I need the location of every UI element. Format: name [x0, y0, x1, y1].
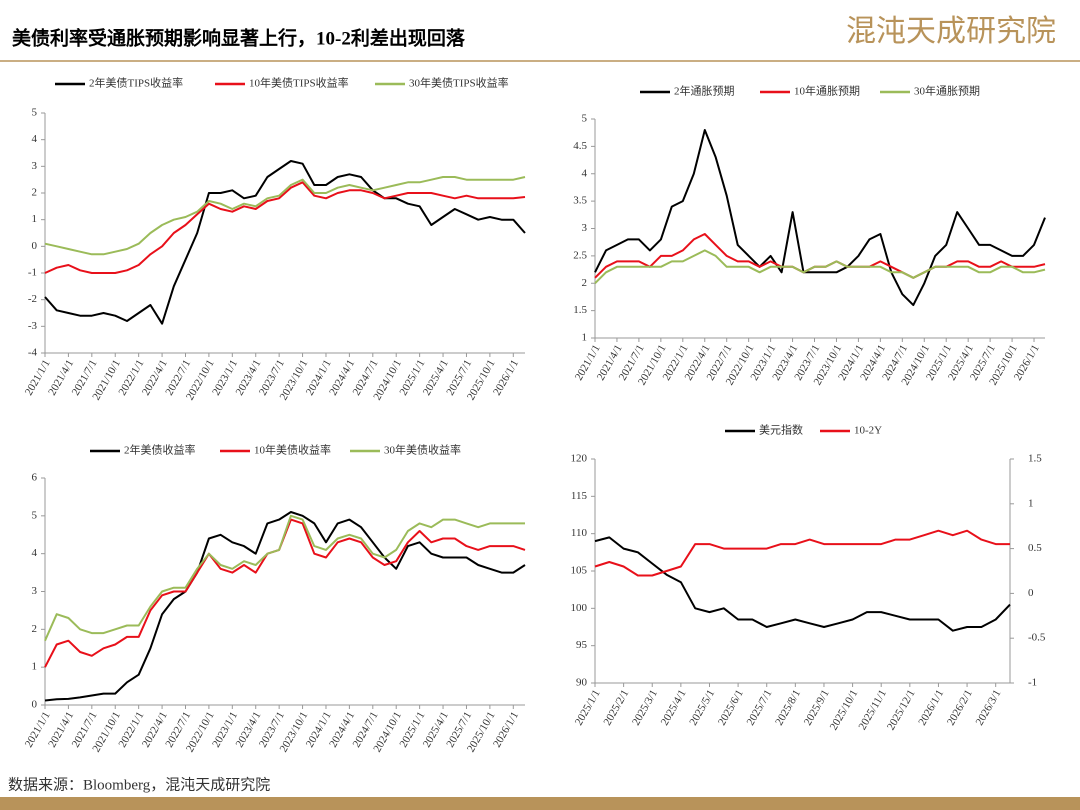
- x-tick-label: 2026/1/1: [916, 688, 946, 728]
- y-tick-label: 3: [32, 585, 38, 597]
- y-tick-label: 4: [32, 133, 38, 145]
- y-tick-label: 5: [32, 509, 38, 521]
- y2-tick-label: 0: [1028, 587, 1034, 599]
- x-tick-label: 2025/5/1: [687, 688, 717, 728]
- series-line: [44, 514, 525, 642]
- y-tick-label: 1: [32, 661, 38, 673]
- y-tick-label: 0: [32, 240, 38, 252]
- legend-label: 10年通胀预期: [794, 84, 860, 98]
- legend-label: 美元指数: [759, 423, 803, 437]
- y-tick-label: 6: [32, 472, 38, 484]
- x-tick-label: 2025/9/1: [802, 688, 832, 728]
- series-line: [44, 518, 526, 668]
- legend-label: 30年美债收益率: [384, 443, 461, 457]
- x-tick-label: 2025/2/1: [601, 688, 631, 728]
- y2-tick-label: 1.5: [1028, 453, 1042, 465]
- y-tick-label: 115: [571, 490, 588, 502]
- y-tick-label: 95: [576, 639, 588, 651]
- y-tick-label: 5: [32, 107, 38, 119]
- y-tick-label: 4: [32, 547, 38, 559]
- y-tick-label: 90: [576, 677, 588, 689]
- x-tick-label: 2025/3/1: [630, 688, 660, 728]
- y2-tick-label: -1: [1028, 677, 1037, 689]
- series-line: [594, 529, 1010, 577]
- y-tick-label: 3.5: [573, 195, 587, 207]
- legend-label: 10-2Y: [854, 425, 882, 437]
- legend-label: 2年美债收益率: [124, 443, 196, 457]
- y-tick-label: -1: [28, 267, 37, 279]
- x-tick-label: 2025/12/1: [885, 688, 918, 733]
- series-line: [44, 511, 526, 702]
- y-tick-label: 110: [571, 527, 588, 539]
- y-tick-label: 3: [32, 160, 38, 172]
- y-tick-label: 3: [582, 222, 588, 234]
- y-tick-label: -3: [28, 320, 38, 332]
- y-tick-label: 4.5: [573, 140, 587, 152]
- y-tick-label: 0: [32, 699, 38, 711]
- legend-label: 2年通胀预期: [674, 84, 735, 98]
- y-tick-label: 2: [582, 277, 588, 289]
- x-tick-label: 2025/1/1: [573, 688, 603, 728]
- y-tick-label: 1: [32, 213, 38, 225]
- series-line: [594, 536, 1011, 632]
- x-tick-label: 2025/4/1: [659, 688, 689, 728]
- y-tick-label: 4: [582, 167, 588, 179]
- y-tick-label: 1.5: [573, 304, 587, 316]
- y-tick-label: 105: [571, 565, 588, 577]
- y-tick-label: 2: [32, 623, 38, 635]
- source-note: 数据来源：Bloomberg，混沌天成研究院: [8, 775, 270, 793]
- series-line: [594, 249, 1046, 285]
- x-tick-label: 2026/3/1: [974, 688, 1004, 728]
- footer-bar: [0, 797, 1080, 810]
- y-tick-label: 100: [571, 602, 588, 614]
- logo: 混沌天成研究院: [846, 15, 1056, 48]
- x-tick-label: 2025/10/1: [828, 688, 861, 733]
- y2-tick-label: 0.5: [1028, 542, 1042, 554]
- x-tick-label: 2025/6/1: [716, 688, 746, 728]
- y-tick-label: 2.5: [573, 249, 587, 261]
- x-tick-label: 2026/2/1: [945, 688, 975, 728]
- x-tick-label: 2025/7/1: [745, 688, 775, 728]
- legend-label: 10年美债TIPS收益率: [249, 76, 349, 90]
- y-tick-label: -4: [28, 347, 38, 359]
- legend-label: 10年美债收益率: [254, 443, 331, 457]
- legend-label: 30年通胀预期: [914, 84, 980, 98]
- legend-label: 2年美债TIPS收益率: [89, 76, 183, 90]
- legend-label: 30年美债TIPS收益率: [409, 76, 509, 90]
- y-tick-label: 1: [582, 332, 588, 344]
- x-tick-label: 2025/11/1: [856, 688, 889, 732]
- y-tick-label: 120: [571, 453, 588, 465]
- x-tick-label: 2025/8/1: [773, 688, 803, 728]
- page-title: 美债利率受通胀预期影响显著上行，10-2利差出现回落: [12, 26, 466, 49]
- y2-tick-label: -0.5: [1028, 632, 1046, 644]
- series-line: [44, 160, 526, 325]
- series-line: [44, 181, 526, 274]
- y-tick-label: 2: [32, 187, 38, 199]
- y2-tick-label: 1: [1028, 497, 1034, 509]
- y-tick-label: -2: [28, 293, 37, 305]
- y-tick-label: 5: [582, 113, 588, 125]
- series-line: [594, 129, 1046, 307]
- series-line: [44, 176, 526, 256]
